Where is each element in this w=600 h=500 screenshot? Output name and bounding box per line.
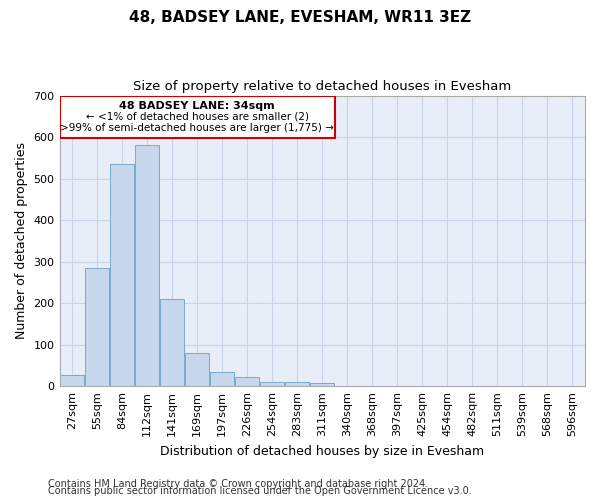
Text: ← <1% of detached houses are smaller (2): ← <1% of detached houses are smaller (2) [86, 112, 308, 122]
Bar [60, 375, 84, 386]
Bar [210, 372, 234, 386]
Y-axis label: Number of detached properties: Number of detached properties [15, 142, 28, 340]
Text: 48, BADSEY LANE, EVESHAM, WR11 3EZ: 48, BADSEY LANE, EVESHAM, WR11 3EZ [129, 10, 471, 25]
Text: >99% of semi-detached houses are larger (1,775) →: >99% of semi-detached houses are larger … [60, 122, 334, 132]
Bar [110, 164, 134, 386]
Title: Size of property relative to detached houses in Evesham: Size of property relative to detached ho… [133, 80, 511, 93]
Bar [160, 299, 184, 386]
Bar [310, 384, 334, 386]
Bar [185, 353, 209, 386]
Text: 48 BADSEY LANE: 34sqm: 48 BADSEY LANE: 34sqm [119, 101, 275, 111]
Bar [85, 268, 109, 386]
Text: Contains HM Land Registry data © Crown copyright and database right 2024.: Contains HM Land Registry data © Crown c… [48, 479, 428, 489]
Bar [135, 146, 159, 386]
X-axis label: Distribution of detached houses by size in Evesham: Distribution of detached houses by size … [160, 444, 484, 458]
Bar [235, 377, 259, 386]
Bar [286, 382, 309, 386]
Bar [59, 96, 335, 138]
Bar [260, 382, 284, 386]
Text: Contains public sector information licensed under the Open Government Licence v3: Contains public sector information licen… [48, 486, 472, 496]
